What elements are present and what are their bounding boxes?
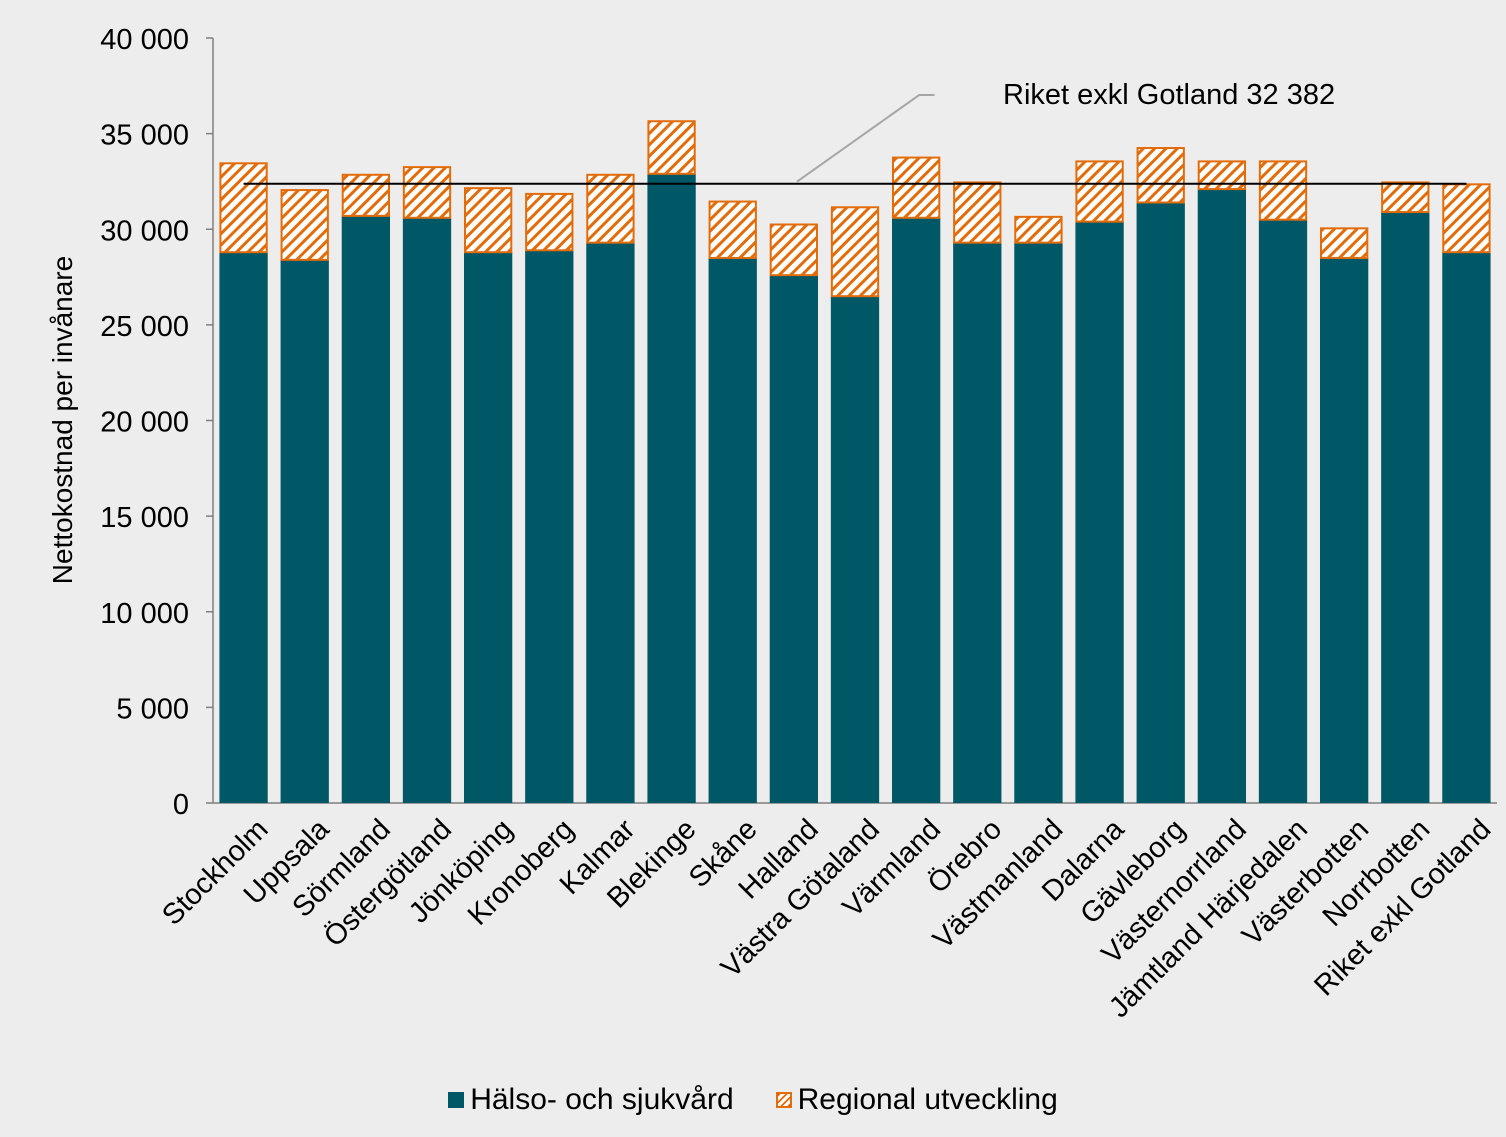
legend-label-regional: Regional utveckling <box>797 1083 1058 1116</box>
bar-halso-sjukvard <box>1442 252 1491 803</box>
bar-regional-utveckling <box>647 120 696 175</box>
y-axis-title: Nettokostnad per invånare <box>47 256 78 584</box>
legend-item-regional: Regional utveckling <box>775 1083 1058 1117</box>
y-tick-label: 25 000 <box>100 311 189 343</box>
bar-regional-utveckling <box>708 200 757 259</box>
bar-regional-utveckling <box>525 192 574 252</box>
bar-halso-sjukvard <box>830 296 880 803</box>
bar-halso-sjukvard <box>341 215 391 804</box>
bar-regional-utveckling <box>280 189 329 261</box>
bar-regional-utveckling <box>1136 147 1185 204</box>
bar-regional-utveckling <box>341 173 391 217</box>
bar-halso-sjukvard <box>1136 202 1185 804</box>
bar-halso-sjukvard <box>1258 219 1308 803</box>
bar-regional-utveckling <box>1319 227 1369 259</box>
bar-regional-utveckling <box>1258 160 1308 221</box>
bar-regional-utveckling <box>891 156 941 219</box>
bar-regional-utveckling <box>953 181 1002 244</box>
y-tick-label: 15 000 <box>100 502 189 534</box>
y-tick-label: 5 000 <box>116 693 189 725</box>
y-tick-label: 30 000 <box>100 215 189 247</box>
reference-line-label: Riket exkl Gotland 32 382 <box>1003 79 1335 111</box>
bar-halso-sjukvard <box>219 252 268 803</box>
legend-item-halso: Hälso- och sjukvård <box>448 1083 734 1117</box>
bar-regional-utveckling <box>769 223 819 277</box>
bar-halso-sjukvard <box>463 252 513 803</box>
y-tick-label: 10 000 <box>100 598 189 630</box>
legend-label-halso: Hälso- och sjukvård <box>470 1083 734 1116</box>
bar-halso-sjukvard <box>586 242 635 803</box>
bar-halso-sjukvard <box>953 242 1002 803</box>
bar-halso-sjukvard <box>1014 242 1063 803</box>
reference-callout-leader <box>796 94 935 183</box>
bar-halso-sjukvard <box>280 259 329 804</box>
bar-halso-sjukvard <box>769 275 819 803</box>
bar-regional-utveckling <box>830 206 880 298</box>
bar-halso-sjukvard <box>525 250 574 804</box>
bar-halso-sjukvard <box>402 217 452 803</box>
bar-regional-utveckling <box>463 187 513 254</box>
y-tick-label: 35 000 <box>100 120 189 152</box>
bar-regional-utveckling <box>1381 181 1430 214</box>
bar-halso-sjukvard <box>1381 212 1430 804</box>
y-tick-label: 20 000 <box>100 407 189 439</box>
bar-halso-sjukvard <box>891 217 941 803</box>
y-tick-label: 0 <box>173 789 189 821</box>
bar-regional-utveckling <box>219 162 268 254</box>
bar-halso-sjukvard <box>708 257 757 803</box>
y-tick-label: 40 000 <box>100 24 189 56</box>
legend-swatch-halso <box>448 1092 465 1108</box>
bar-regional-utveckling <box>586 173 635 244</box>
legend: Hälso- och sjukvård Regional utveckling <box>0 1080 1506 1120</box>
bar-halso-sjukvard <box>1319 257 1369 803</box>
bar-halso-sjukvard <box>647 173 696 804</box>
legend-swatch-regional <box>775 1092 792 1108</box>
bar-halso-sjukvard <box>1197 189 1247 803</box>
bar-regional-utveckling <box>1075 160 1124 223</box>
bar-regional-utveckling <box>1197 160 1247 191</box>
bar-halso-sjukvard <box>1075 221 1124 804</box>
bar-regional-utveckling <box>1014 215 1063 244</box>
bar-regional-utveckling <box>402 166 452 219</box>
bar-regional-utveckling <box>1442 183 1491 254</box>
